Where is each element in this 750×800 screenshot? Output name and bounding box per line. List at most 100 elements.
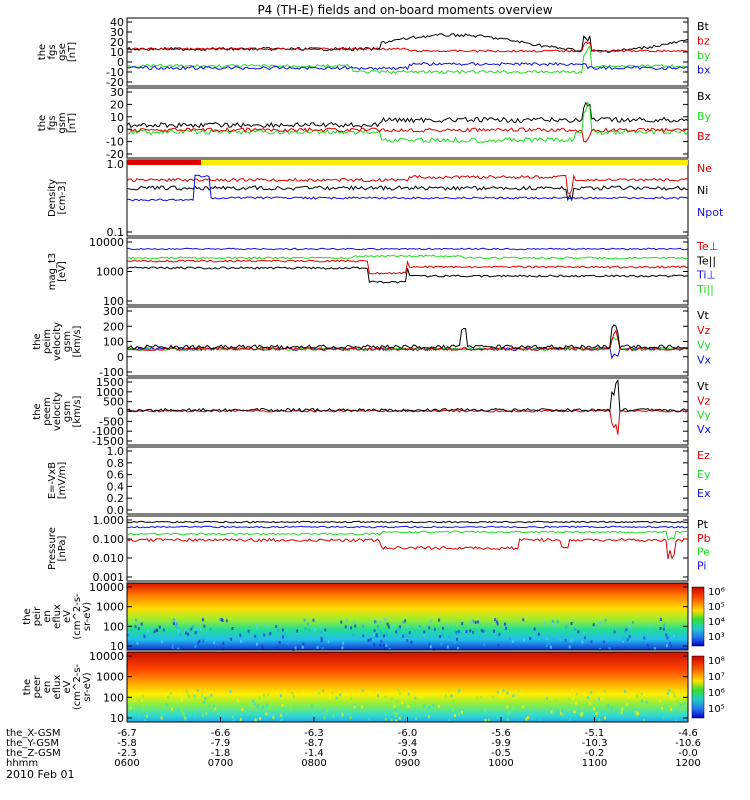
y-tick-label: 10000: [89, 236, 124, 249]
panel-peer_spec: 10⁸ 10⁷ 10⁶ 10⁵ 10000 1000 100 10 the peer en eflux…: [22, 650, 725, 725]
axis-frame: [126, 87, 689, 159]
y-tick-label: -10: [106, 66, 124, 79]
legend-Bx: Bx: [697, 90, 712, 103]
legend-Ni: Ni: [697, 184, 708, 197]
y-tick-label: 1000: [96, 386, 124, 399]
legend-Vz: Vz: [697, 324, 711, 337]
y-tick-label: 0: [117, 406, 124, 419]
y-tick-label: 100: [103, 691, 124, 704]
y-tick-label: 0.100: [93, 533, 125, 546]
colorbar-tick: 10⁶: [708, 688, 725, 699]
x-tick-label: -10.6: [675, 738, 701, 749]
x-row-label: the_X-GSM: [6, 728, 60, 739]
y-axis-label: peer: [32, 675, 43, 699]
ti-par-trace: [126, 254, 689, 260]
y-tick-label: -20: [106, 148, 124, 161]
x-row-label: the_Z-GSM: [6, 748, 61, 759]
x-tick-label: -5.8: [117, 738, 137, 749]
colorbar-peer_spec: 10⁸ 10⁷ 10⁶ 10⁵: [691, 655, 725, 719]
y-tick-label: 10000: [89, 581, 124, 594]
y-axis-label: [km/s]: [72, 325, 83, 357]
y-axis-label: [nT]: [67, 42, 78, 62]
colorbar-peir_spec: 10⁶ 10⁵ 10⁴ 10³: [691, 586, 725, 647]
pi-trace: [126, 525, 689, 529]
y-tick-label: 20: [110, 98, 124, 111]
axis-frame: [126, 582, 689, 651]
y-tick-label: 500: [103, 396, 124, 409]
y-tick-label: -10: [106, 136, 124, 149]
x-tick-label: -10.3: [582, 738, 608, 749]
colorbar-tick: 10⁸: [708, 656, 725, 667]
x-tick-label: -0.9: [398, 748, 418, 759]
legend-Npot: Npot: [697, 206, 724, 219]
colorbar-tick: 10⁷: [708, 672, 725, 683]
npot-trace: [126, 174, 689, 202]
y-axis-label: fgs: [47, 44, 58, 59]
x-tick-label: -6.0: [398, 728, 418, 739]
axis-frame: [126, 446, 689, 515]
x-tick-label: -5.1: [585, 728, 605, 739]
x-tick-label: -9.4: [398, 738, 418, 749]
y-axis-label: [eV]: [57, 261, 68, 282]
y-axis-label: velocity: [52, 322, 63, 361]
ni-trace: [126, 185, 689, 202]
panel-peim_vel: 300 200 100 0 -100 the peim velocity gsm [km/s] Vt…: [32, 305, 712, 379]
bz-gsm-trace: [126, 127, 689, 143]
colorbar-tick: 10³: [708, 632, 725, 643]
y-tick-label: 10: [110, 712, 124, 725]
y-axis-label: [mV/m]: [57, 462, 68, 500]
y-axis-label: peir: [32, 606, 43, 626]
y-axis-label: fgs: [47, 115, 58, 130]
vz-peim-trace: [126, 329, 688, 352]
y-axis-label: eflux: [52, 604, 63, 629]
x-tick-label: -6.6: [211, 728, 231, 739]
legend-Pe: Pe: [697, 546, 710, 559]
y-tick-label: 100: [103, 295, 124, 308]
y-axis-label: [nPa]: [57, 535, 68, 561]
panel-temp: 10000 1000 100 mag_t3 [eV] Te⊥Te|| Ti⊥Ti||: [47, 236, 718, 308]
y-tick-label: -500: [99, 415, 124, 428]
colorbar-tick: 10⁴: [708, 617, 725, 628]
x-tick-label: -0.5: [491, 748, 511, 759]
x-tick-label: -6.3: [304, 728, 324, 739]
pt-trace: [126, 520, 689, 524]
y-tick-label: -100: [99, 366, 124, 379]
x-row-label: hhmm: [6, 758, 38, 769]
bx-trace: [126, 61, 689, 71]
x-tick-label: -8.7: [304, 738, 324, 749]
x-tick-label: 1100: [582, 758, 607, 769]
legend-Te||: Te||: [696, 254, 716, 267]
bx-gsm-trace: [126, 101, 689, 129]
legend-Vx: Vx: [697, 353, 712, 366]
y-tick-label: 0: [117, 123, 124, 136]
x-row-label: the_Y-GSM: [6, 738, 59, 749]
y-axis-label: eflux: [52, 675, 63, 700]
legend-Vt: Vt: [697, 309, 710, 322]
ne-trace: [126, 173, 689, 195]
y-tick-label: 0.4: [107, 480, 125, 493]
te-par-trace: [126, 266, 689, 284]
y-axis-label: gsm: [57, 112, 68, 133]
bt-trace: [126, 33, 689, 53]
y-axis-label: [cm-3]: [57, 181, 68, 214]
y-tick-label: 1.000: [93, 514, 125, 527]
y-tick-label: 200: [103, 320, 124, 333]
legend-Ti⊥: Ti⊥: [696, 269, 716, 282]
panel-density: 1.0 0.1 Density [cm-3] Ne Ni Npot: [47, 158, 724, 239]
y-tick-label: 100: [103, 336, 124, 349]
axis-frame: [126, 306, 689, 377]
x-tick-label: 0800: [301, 758, 326, 769]
y-axis-label: the: [22, 679, 33, 695]
y-axis-label: [nT]: [67, 113, 78, 133]
y-tick-label: 300: [103, 305, 124, 318]
y-tick-label: 20: [110, 36, 124, 49]
colorbar-tick: 10⁵: [708, 602, 725, 613]
y-tick-label: 1000: [96, 601, 124, 614]
legend-Vx: Vx: [697, 423, 712, 436]
y-tick-label: 1.0: [107, 158, 125, 171]
y-axis-label: E=-VxB: [47, 462, 58, 499]
y-tick-label: 0.001: [93, 571, 125, 584]
